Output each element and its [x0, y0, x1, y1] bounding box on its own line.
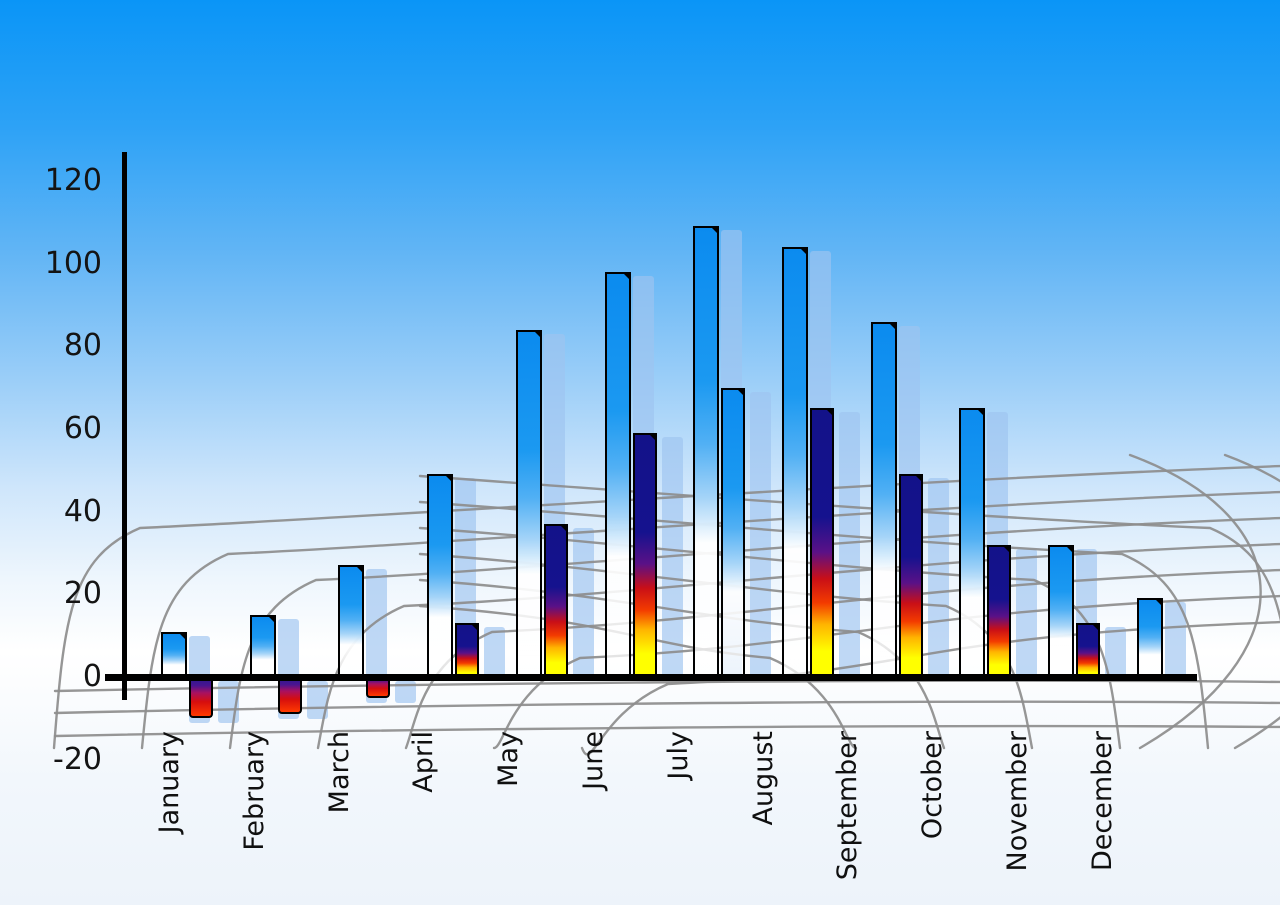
- bar-september-primary: [870, 321, 897, 680]
- bar-march-primary: [338, 565, 365, 680]
- bar-november-secondary: [1076, 623, 1100, 680]
- y-tick-label-20: 20: [63, 576, 102, 612]
- x-label-november: November: [1002, 731, 1033, 872]
- x-axis-line: [105, 674, 1197, 681]
- bar-top-bevel: [1065, 544, 1074, 554]
- bar-top-bevel: [266, 615, 276, 624]
- bar-top-bevel: [1153, 598, 1163, 608]
- bar-top-bevel: [710, 226, 720, 236]
- bar-top-bevel: [824, 408, 834, 418]
- echo-bar-november-2: [1105, 627, 1126, 677]
- x-label-august: August: [747, 731, 779, 826]
- bar-may-secondary: [543, 524, 568, 680]
- bar-top-bevel: [355, 565, 365, 575]
- y-tick-label-100: 100: [44, 245, 102, 281]
- x-label-july: July: [662, 731, 694, 780]
- echo-bar-december-1: [1164, 602, 1186, 677]
- bar-top-bevel: [976, 408, 986, 418]
- bar-top-bevel: [1091, 623, 1100, 633]
- y-tick-label--20: -20: [53, 741, 102, 777]
- grid-line: [140, 490, 1280, 750]
- bar-july-secondary: [721, 387, 746, 680]
- grid-line: [418, 526, 1122, 750]
- echo-bar-september-2: [927, 478, 949, 677]
- echo-bar-may-2: [572, 528, 594, 677]
- echo-bar-february-2: [306, 681, 328, 720]
- x-label-march: March: [323, 731, 355, 814]
- bar-top-bevel: [913, 474, 923, 484]
- bar-august-secondary: [809, 408, 834, 680]
- bar-top-bevel: [444, 474, 454, 484]
- y-tick-label-0: 0: [82, 659, 102, 694]
- bar-june-primary: [604, 271, 631, 680]
- x-label-june: June: [578, 731, 609, 790]
- y-tick-label-120: 120: [44, 163, 102, 198]
- echo-bar-august-2: [838, 412, 860, 677]
- x-label-december: December: [1086, 731, 1118, 872]
- bar-top-bevel: [532, 329, 542, 339]
- y-tick-label-80: 80: [63, 328, 102, 364]
- bar-top-bevel: [798, 247, 808, 257]
- bar-top-bevel: [736, 387, 746, 397]
- x-label-february: February: [238, 731, 270, 851]
- grid-line: [53, 700, 1280, 715]
- y-axis-line: [122, 152, 127, 700]
- x-label-april: April: [408, 731, 440, 793]
- bar-top-bevel: [178, 631, 187, 641]
- bar-may-primary: [515, 329, 542, 680]
- y-tick-label-60: 60: [63, 411, 102, 446]
- y-tick-label-40: 40: [63, 493, 102, 529]
- bar-october-primary: [959, 408, 986, 680]
- bar-top-bevel: [1002, 544, 1012, 554]
- bar-top-bevel: [887, 321, 897, 331]
- bar-october-secondary: [987, 544, 1012, 680]
- bar-top-bevel: [647, 433, 657, 443]
- x-label-january: January: [154, 731, 185, 834]
- grid-line: [53, 724, 1280, 738]
- echo-bar-march-2: [395, 681, 417, 703]
- bar-top-bevel: [470, 623, 480, 633]
- bar-august-primary: [781, 247, 808, 680]
- bar-june-secondary: [632, 433, 657, 680]
- echo-bar-april-2: [484, 627, 506, 677]
- bar-april-primary: [427, 474, 454, 680]
- bar-february-primary: [249, 615, 276, 680]
- grid-line: [52, 464, 1280, 750]
- x-label-september: September: [832, 731, 864, 881]
- grid-line: [1128, 453, 1262, 750]
- echo-bar-july-2: [750, 391, 772, 677]
- bar-july-primary: [693, 226, 720, 680]
- bar-november-primary: [1048, 544, 1074, 680]
- bar-september-secondary: [898, 474, 923, 680]
- x-label-may: May: [493, 731, 525, 787]
- bar-top-bevel: [558, 524, 568, 534]
- bar-top-bevel: [621, 271, 631, 281]
- x-label-october: October: [917, 731, 949, 840]
- echo-bar-march-1: [366, 569, 388, 703]
- bar-january-secondary-negative: [189, 674, 213, 719]
